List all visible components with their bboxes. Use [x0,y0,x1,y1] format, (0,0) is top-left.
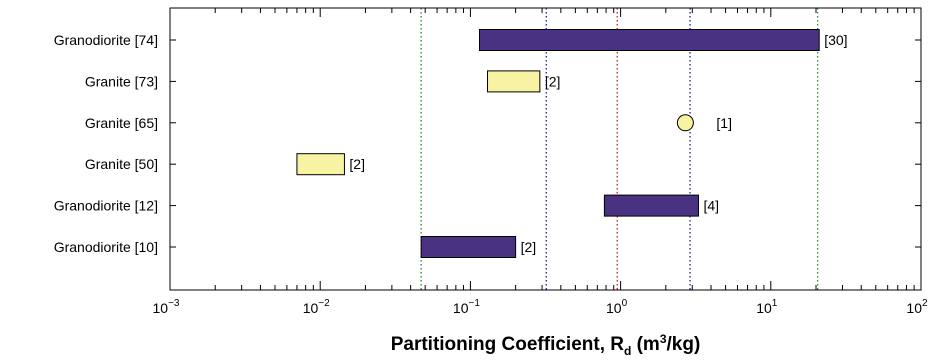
x-axis-label: Partitioning Coefficient, Rd (m3/kg) [391,332,701,358]
x-tick-label-4: 100 [606,298,628,316]
category-label-6: Granodiorite [10] [54,239,158,255]
count-label-4: [2] [349,156,365,172]
count-labels: [30] [2] [1] [2] [4] [2] [349,32,847,255]
category-label-4: Granite [50] [85,156,158,172]
range-bar-6 [420,236,517,258]
x-axis-label-mid: (m [631,334,660,355]
range-bars [296,29,820,258]
count-label-3: [1] [716,115,732,131]
count-label-5: [4] [703,198,719,214]
plot-frame [169,7,922,291]
category-label-3: Granite [65] [85,115,158,131]
category-label-1: Granodiorite [74] [54,32,158,48]
range-bar-5 [603,194,699,217]
range-bar-1 [479,29,820,51]
count-label-6: [2] [521,239,537,255]
x-tick-label-5: 101 [756,298,778,316]
range-bar-4 [296,153,345,176]
x-axis-label-prefix: Partitioning Coefficient, R [391,334,625,355]
category-label-2: Granite [73] [85,73,158,89]
x-axis-label-subscript: d [624,344,631,358]
count-label-1: [30] [824,32,847,48]
x-tick-label-1: 10−3 [153,298,180,316]
range-bar-2 [487,70,541,93]
x-tick-label-3: 10−1 [453,298,480,316]
x-axis-label-suffix: /kg) [667,334,701,355]
range-marker-3 [676,114,694,132]
count-label-2: [2] [545,73,561,89]
x-axis: 10−3 10−2 10−1 100 101 102 [153,8,928,316]
x-axis-label-superscript: 3 [660,332,667,346]
x-tick-label-2: 10−2 [303,298,330,316]
category-label-5: Granodiorite [12] [54,198,158,214]
category-labels: Granodiorite [74] Granite [73] Granite [65… [54,32,921,255]
x-tick-label-6: 102 [906,298,928,316]
reference-lines [420,8,819,290]
